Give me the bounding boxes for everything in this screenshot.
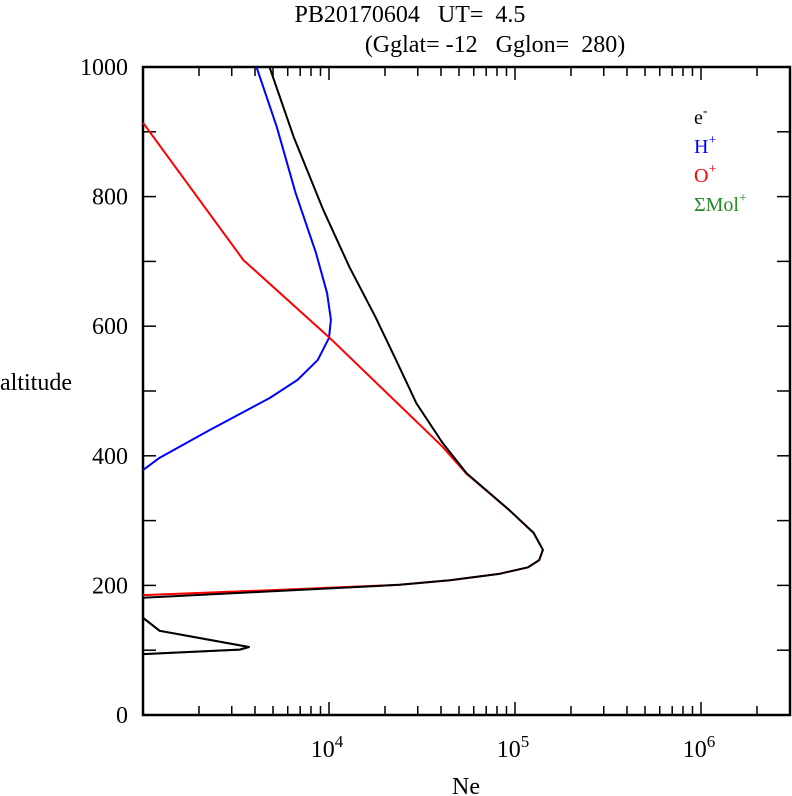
plot-frame: [141, 65, 792, 717]
legend-label: O: [694, 165, 708, 187]
legend-label: H: [694, 136, 708, 158]
y-axis-label: altitude: [0, 370, 72, 396]
y-tick-label: 400: [92, 444, 128, 470]
legend-superscript: +: [708, 133, 716, 148]
y-tick-label: 1000: [80, 55, 128, 81]
x-tick-label: 104: [311, 732, 344, 763]
series-line-h-: [142, 66, 332, 471]
x-tick-exponent: 6: [707, 732, 716, 751]
legend-label: ΣMol: [694, 194, 739, 216]
y-tick-label: 800: [92, 185, 128, 211]
x-axis-label: Ne: [452, 774, 480, 796]
x-tick-base: 10: [683, 737, 707, 763]
series-line-o-: [142, 122, 544, 597]
x-tick-exponent: 5: [521, 732, 530, 751]
x-tick-base: 10: [497, 737, 521, 763]
chart-title-line1: PB20170604 UT= 4.5: [295, 2, 526, 28]
x-tick-label: 106: [683, 732, 716, 763]
x-tick-exponent: 4: [335, 732, 344, 751]
series-line-e-: [142, 66, 544, 599]
legend-entry: e-: [694, 104, 708, 129]
x-tick-label: 105: [497, 732, 530, 763]
legend-label: e: [694, 107, 703, 129]
legend-superscript: -: [703, 104, 708, 119]
legend-entry: H+: [694, 133, 716, 158]
y-tick-label: 600: [92, 314, 128, 340]
y-tick-label: 200: [92, 573, 128, 599]
legend-superscript: +: [708, 162, 716, 177]
series-line-e-e-region-: [142, 617, 250, 656]
y-tick-label: 0: [116, 703, 128, 729]
chart-title-line2: (Gglat= -12 Gglon= 280): [365, 32, 625, 58]
legend-superscript: +: [739, 191, 747, 206]
series-line-mol-: [142, 617, 250, 656]
legend-entry: O+: [694, 162, 716, 187]
legend-entry: ΣMol+: [694, 191, 747, 216]
x-tick-base: 10: [311, 737, 335, 763]
